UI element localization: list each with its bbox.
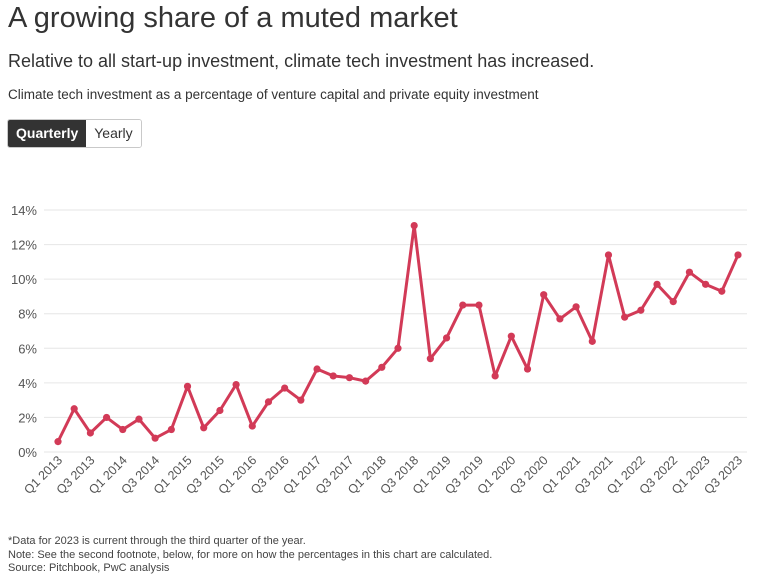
chart-title: A growing share of a muted market	[8, 2, 458, 34]
chart-description: Climate tech investment as a percentage …	[8, 87, 539, 102]
data-point[interactable]	[475, 301, 483, 309]
footnote-data-note: *Data for 2023 is current through the th…	[8, 535, 306, 547]
chart-subtitle: Relative to all start-up investment, cli…	[8, 51, 595, 71]
data-point[interactable]	[297, 396, 305, 404]
data-point[interactable]	[200, 424, 208, 432]
data-point[interactable]	[637, 306, 645, 314]
grid-lines	[44, 209, 747, 453]
y-tick-label: 4%	[18, 376, 37, 391]
data-point[interactable]	[507, 332, 515, 340]
data-point[interactable]	[685, 268, 694, 276]
data-point[interactable]	[248, 422, 256, 430]
data-point[interactable]	[119, 425, 127, 434]
footnote-source: Source: Pitchbook, PwC analysis	[8, 562, 170, 574]
data-point[interactable]	[313, 365, 321, 373]
data-point[interactable]	[734, 251, 742, 259]
data-points	[54, 221, 742, 446]
data-point[interactable]	[394, 344, 402, 352]
data-point[interactable]	[345, 374, 354, 382]
data-point[interactable]	[410, 221, 418, 230]
series-line	[56, 224, 740, 444]
data-point[interactable]	[329, 372, 337, 380]
data-point[interactable]	[718, 287, 726, 295]
data-point[interactable]	[442, 334, 451, 342]
data-point[interactable]	[459, 301, 467, 309]
frequency-toggle: Quarterly Yearly	[7, 119, 142, 148]
data-point[interactable]	[102, 413, 111, 422]
data-point[interactable]	[362, 377, 370, 385]
y-tick-label: 8%	[18, 307, 37, 322]
quarterly-toggle-button[interactable]: Quarterly	[8, 120, 87, 147]
data-point[interactable]	[167, 425, 175, 434]
data-point[interactable]	[264, 398, 273, 406]
data-point[interactable]	[281, 384, 289, 392]
data-point[interactable]	[54, 438, 62, 446]
y-tick-label: 12%	[11, 238, 37, 253]
data-point[interactable]	[151, 434, 159, 442]
footnotes: *Data for 2023 is current through the th…	[8, 535, 492, 576]
y-tick-label: 0%	[18, 445, 37, 460]
data-point[interactable]	[572, 303, 580, 311]
data-point[interactable]	[183, 382, 192, 390]
y-tick-label: 2%	[18, 410, 37, 425]
data-point[interactable]	[653, 280, 661, 288]
data-point[interactable]	[426, 355, 434, 363]
y-tick-label: 6%	[18, 341, 37, 356]
data-point[interactable]	[378, 363, 386, 371]
y-tick-label: 14%	[11, 203, 37, 218]
data-point[interactable]	[216, 406, 224, 415]
data-point[interactable]	[556, 315, 564, 323]
data-point[interactable]	[702, 280, 710, 288]
data-point[interactable]	[621, 313, 629, 321]
y-tick-label: 10%	[11, 272, 37, 287]
data-point[interactable]	[523, 365, 532, 373]
data-point[interactable]	[232, 380, 240, 389]
data-point[interactable]	[70, 405, 78, 413]
data-point[interactable]	[86, 429, 94, 437]
data-point[interactable]	[540, 291, 548, 299]
yearly-toggle-button[interactable]: Yearly	[86, 120, 141, 147]
data-point[interactable]	[669, 298, 677, 306]
footnote-method-note: Note: See the second footnote, below, fo…	[8, 548, 493, 561]
data-point[interactable]	[588, 337, 596, 345]
data-point[interactable]	[135, 415, 143, 423]
data-point[interactable]	[604, 251, 613, 259]
data-point[interactable]	[491, 372, 499, 380]
y-axis-labels: 0% 2% 4% 6% 8% 10% 12% 14%	[11, 203, 37, 460]
